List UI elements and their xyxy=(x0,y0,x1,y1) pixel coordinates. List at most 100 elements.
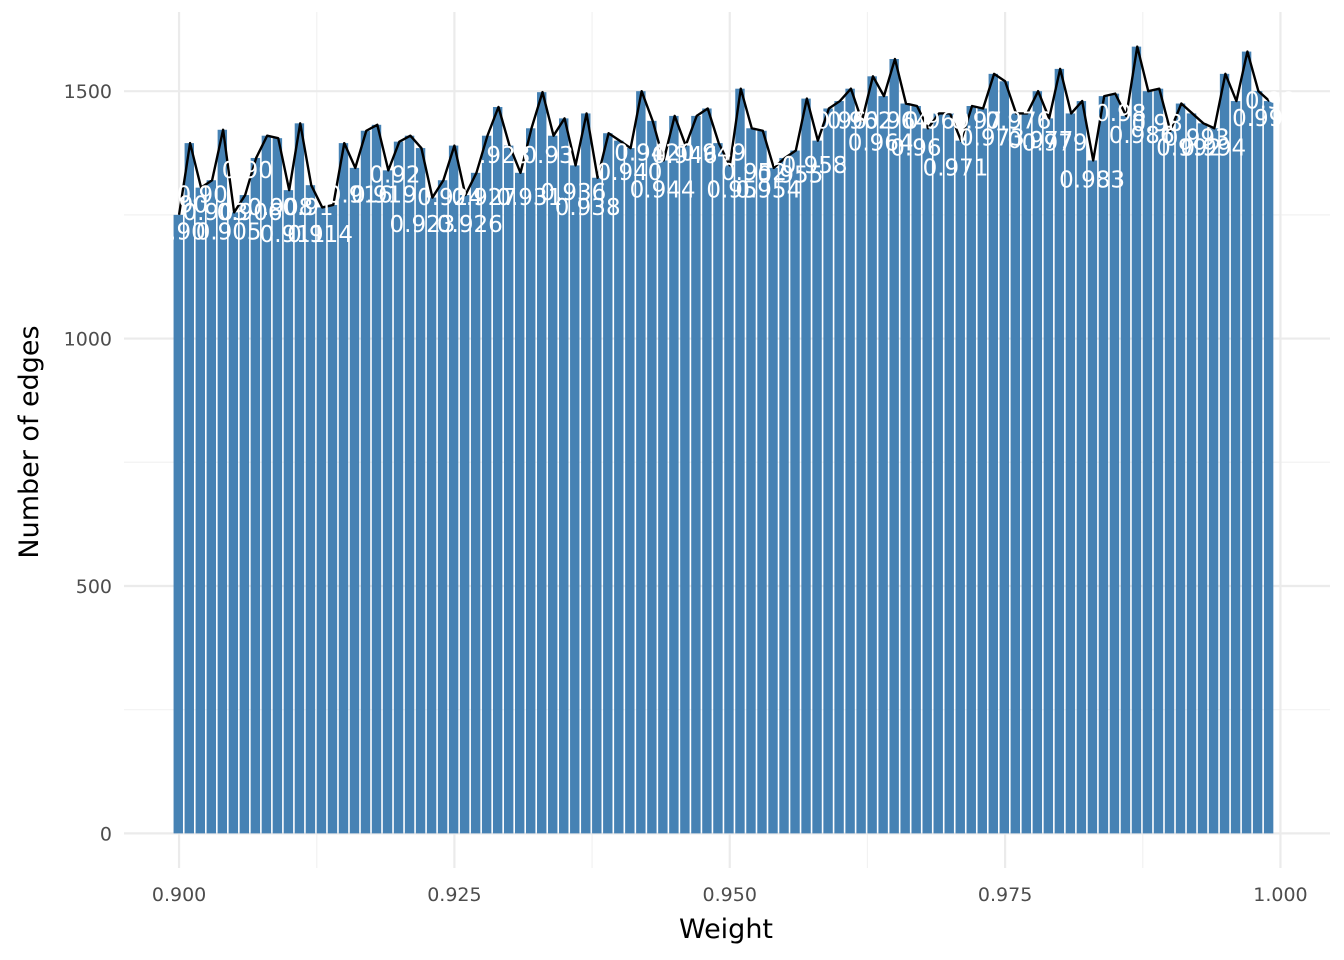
bar xyxy=(1131,46,1142,834)
bar-label: 0.924 xyxy=(417,185,483,211)
bar-label: 0.977 xyxy=(1007,128,1073,154)
bar xyxy=(966,106,976,834)
bar xyxy=(437,180,448,834)
y-tick-label: 1500 xyxy=(64,81,112,103)
bar xyxy=(669,115,679,834)
bar xyxy=(647,120,657,834)
bar-label: 0.919 xyxy=(351,182,417,208)
bar-label: 0.96 xyxy=(890,135,941,161)
bar-label: 0.994 xyxy=(1180,135,1246,161)
bar-label: 0.964 xyxy=(864,108,930,134)
bar xyxy=(889,59,899,834)
bar xyxy=(1241,51,1252,834)
bar xyxy=(790,150,800,834)
bar xyxy=(261,135,272,834)
bar xyxy=(250,157,261,834)
bar xyxy=(1076,101,1087,834)
bar-label: 0.958 xyxy=(782,153,848,179)
bar xyxy=(1120,115,1131,834)
bar xyxy=(316,207,327,834)
bar xyxy=(603,133,613,834)
bar xyxy=(1219,73,1230,834)
bar-label: 0.91 xyxy=(282,195,333,221)
bar-label: 0.90 xyxy=(222,158,273,184)
bar xyxy=(1010,113,1021,834)
y-tick-label: 500 xyxy=(76,576,112,598)
bar xyxy=(1109,93,1120,834)
frequency-line xyxy=(177,45,1271,216)
bar xyxy=(195,187,206,834)
bar-label: 0.98 xyxy=(1131,111,1182,137)
bar xyxy=(999,81,1010,834)
x-tick-label: 0.950 xyxy=(703,884,757,906)
bar-label: 0.942 xyxy=(614,140,680,166)
x-tick-label: 0.900 xyxy=(152,884,206,906)
bar-label: 0.949 xyxy=(680,140,746,166)
bar xyxy=(173,214,183,834)
bar-label: 0.971 xyxy=(923,155,989,181)
bar-label: 0.96 xyxy=(815,108,866,134)
bar xyxy=(625,148,635,834)
bar-label: 0.911 xyxy=(260,222,326,248)
y-tick-label: 1000 xyxy=(64,329,112,351)
bar xyxy=(702,108,712,834)
bar xyxy=(988,73,998,834)
bar-label: 0.976 xyxy=(985,108,1051,134)
frequency-line-layer xyxy=(177,45,1271,216)
bar-label: 0.928 xyxy=(464,143,530,169)
bar-label: 0.938 xyxy=(555,195,621,221)
bar xyxy=(1153,88,1164,834)
bar xyxy=(746,128,756,834)
bar xyxy=(294,123,305,834)
x-tick-label: 1.000 xyxy=(1253,884,1307,906)
bar xyxy=(338,143,349,834)
bar xyxy=(559,118,569,834)
bar xyxy=(415,148,426,834)
bar-label: 0.98 xyxy=(1095,101,1146,127)
bar-label: 0.92 xyxy=(369,163,420,189)
bar xyxy=(1065,113,1076,834)
bar-label: 0.914 xyxy=(287,222,353,248)
bar-label: 0.926 xyxy=(437,212,503,238)
bar xyxy=(1208,128,1219,834)
bar xyxy=(1252,91,1263,834)
x-axis-title: Weight xyxy=(679,914,773,945)
bar-label: 0.93 xyxy=(522,143,573,169)
bar xyxy=(503,145,514,834)
bar xyxy=(283,190,294,834)
bar xyxy=(492,107,503,834)
bar-label: 0.927 xyxy=(451,185,517,211)
bar xyxy=(867,76,877,834)
bar xyxy=(1054,68,1065,834)
bar xyxy=(426,197,437,834)
bar xyxy=(614,140,624,834)
bar xyxy=(360,130,371,834)
bar xyxy=(514,172,525,834)
bar-label: 0.916 xyxy=(327,182,393,208)
bar xyxy=(680,145,690,834)
bar-label: 0.936 xyxy=(540,180,606,206)
bar-label: 0.993 xyxy=(1164,126,1230,152)
bar xyxy=(1087,160,1098,834)
bar xyxy=(592,177,602,834)
bar xyxy=(944,113,954,834)
bar xyxy=(955,140,965,834)
bar xyxy=(1142,91,1153,834)
bar-label: 0.952 xyxy=(721,160,787,186)
y-axis-title: Number of edges xyxy=(14,325,45,558)
bar xyxy=(581,113,591,834)
bar xyxy=(228,212,239,834)
bar xyxy=(184,143,194,834)
bar xyxy=(801,98,811,834)
bar xyxy=(900,103,910,834)
bar xyxy=(526,128,536,834)
bar-label: 0.90 xyxy=(155,220,206,246)
bar-label: 0.955 xyxy=(757,163,823,189)
bar-label: 0.954 xyxy=(735,178,801,204)
bar-label: 0.931 xyxy=(496,185,562,211)
bar xyxy=(691,115,701,834)
bar-label: 0.90 xyxy=(157,192,208,218)
bar xyxy=(779,157,789,834)
bar xyxy=(658,160,668,834)
